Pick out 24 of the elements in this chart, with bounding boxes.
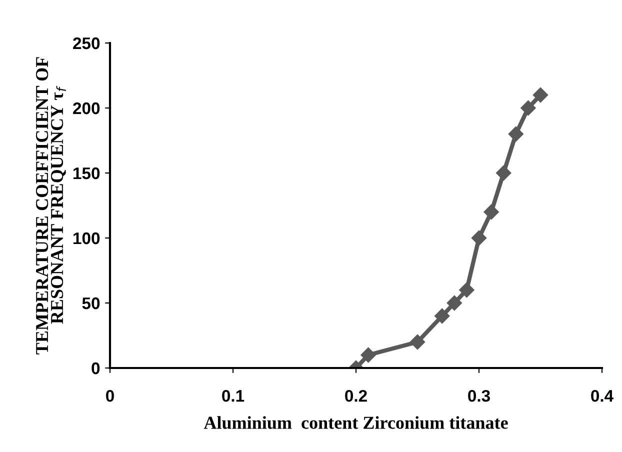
point — [446, 295, 462, 311]
point — [459, 282, 474, 298]
y-tick-label: 250 — [73, 37, 100, 50]
point — [520, 100, 536, 116]
y-tick-label: 0 — [92, 362, 100, 374]
x-tick-label: 0.1 — [222, 390, 244, 402]
x-tick-label: 0.4 — [591, 390, 614, 402]
point — [496, 165, 512, 181]
y-axis-title: TEMPERATURE COEFFICIENT OF RESONANT FREQUENCY τ$_{f}$ — [36, 57, 66, 354]
y-tick-label: 100 — [74, 232, 100, 244]
y-tick-label: 150 — [74, 167, 100, 180]
point — [360, 347, 376, 363]
x-tick-label: 0.3 — [468, 390, 490, 402]
point — [508, 126, 524, 142]
y-tick-label: 50 — [82, 297, 100, 310]
point — [471, 230, 487, 246]
point — [410, 334, 426, 350]
x-axis-title: Aluminium content Zirconium titanate — [204, 416, 508, 429]
point — [484, 204, 499, 220]
x-tick-label: 0 — [106, 390, 114, 402]
point — [434, 308, 450, 324]
point — [532, 87, 548, 103]
y-tick-label: 200 — [73, 102, 100, 114]
x-tick-label: 0.2 — [345, 390, 367, 402]
